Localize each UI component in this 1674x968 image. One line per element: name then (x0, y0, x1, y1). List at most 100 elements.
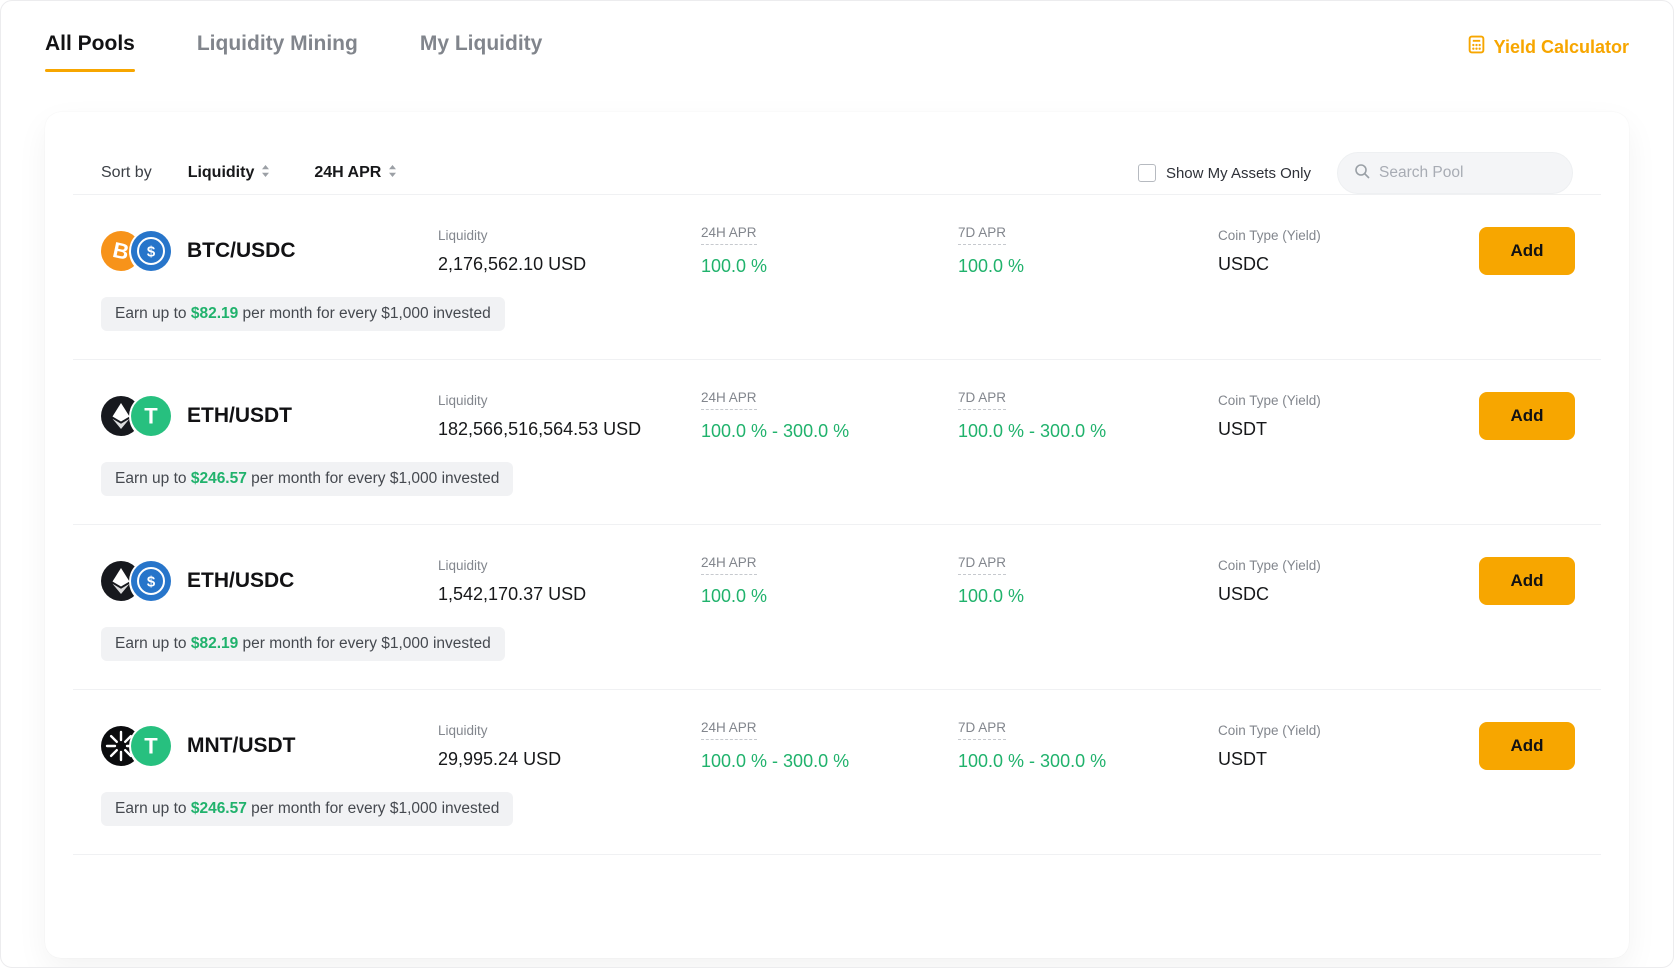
search-pool-box[interactable] (1337, 152, 1573, 194)
pool-row-eth-usdt: T ETH/USDT Liquidity 182,566,516,564.53 … (73, 360, 1601, 525)
svg-text:$: $ (147, 573, 156, 590)
earn-pill: Earn up to $246.57 per month for every $… (101, 462, 514, 496)
apr-24h-cell: 24H APR 100.0 % (701, 225, 958, 277)
coin-type-cell: Coin Type (Yield) USDT (1218, 393, 1479, 440)
liquidity-label: Liquidity (438, 557, 488, 573)
pool-row-mnt-usdt: T MNT/USDT Liquidity 29,995.24 USD 24H A… (73, 690, 1601, 855)
apr-24h-value: 100.0 % - 300.0 % (701, 751, 850, 771)
tabs: All Pools Liquidity Mining My Liquidity (45, 31, 604, 72)
tab-my-liquidity[interactable]: My Liquidity (420, 31, 543, 72)
tab-my-liquidity-label: My Liquidity (419, 32, 543, 55)
earn-pill: Earn up to $246.57 per month for every $… (101, 792, 514, 826)
earn-amount: $246.57 (190, 470, 247, 487)
svg-text:T: T (144, 733, 158, 758)
liquidity-cell: Liquidity 2,176,562.10 USD (438, 228, 701, 275)
earn-pill: Earn up to $82.19 per month for every $1… (101, 297, 505, 331)
tab-all-pools-label: All Pools (45, 32, 135, 55)
pool-pair: T MNT/USDT (101, 723, 438, 769)
usdc-icon: $ (129, 558, 173, 604)
usdt-icon: T (129, 723, 173, 769)
tabs-bar: All Pools Liquidity Mining My Liquidity … (1, 1, 1673, 72)
liquidity-value: 182,566,516,564.53 USD (438, 418, 642, 439)
coin-type-cell: Coin Type (Yield) USDT (1218, 723, 1479, 770)
coin-type-value: USDC (1218, 253, 1270, 274)
sort-option-liquidity[interactable]: Liquidity (188, 164, 271, 183)
apr-7d-cell: 7D APR 100.0 % - 300.0 % (958, 390, 1218, 442)
apr-24h-value: 100.0 % (701, 586, 768, 606)
right-controls: Show My Assets Only (1137, 152, 1573, 194)
svg-text:$: $ (147, 243, 156, 260)
liquidity-cell: Liquidity 1,542,170.37 USD (438, 558, 701, 605)
active-tab-underline (45, 69, 135, 72)
controls-row: Sort by Liquidity 24H APR Show My Assets… (73, 112, 1601, 194)
apr-24h-label: 24H APR (701, 390, 757, 410)
tab-all-pools[interactable]: All Pools (45, 31, 135, 72)
apr-7d-label: 7D APR (958, 720, 1007, 740)
add-button[interactable]: Add (1479, 227, 1575, 275)
tab-liquidity-mining-label: Liquidity Mining (196, 32, 358, 55)
show-my-assets-label: Show My Assets Only (1165, 164, 1311, 182)
tab-liquidity-mining[interactable]: Liquidity Mining (197, 31, 358, 72)
earn-amount: $82.19 (190, 305, 239, 322)
coin-icon-pair: T (101, 723, 173, 769)
apr-24h-cell: 24H APR 100.0 % (701, 555, 958, 607)
earn-amount: $246.57 (190, 800, 247, 817)
add-button[interactable]: Add (1479, 557, 1575, 605)
pool-row-btc-usdc: B $ BTC/USDC Liquidity 2,176,562.10 USD … (73, 195, 1601, 360)
svg-text:B: B (111, 237, 132, 265)
liquidity-label: Liquidity (438, 227, 488, 243)
add-button[interactable]: Add (1479, 722, 1575, 770)
apr-7d-cell: 7D APR 100.0 % (958, 225, 1218, 277)
earn-amount: $82.19 (190, 635, 239, 652)
coin-icon-pair: $ (101, 558, 173, 604)
apr-7d-cell: 7D APR 100.0 % - 300.0 % (958, 720, 1218, 772)
coin-type-label: Coin Type (Yield) (1218, 392, 1321, 408)
earn-pill: Earn up to $82.19 per month for every $1… (101, 627, 505, 661)
coin-type-label: Coin Type (Yield) (1218, 722, 1321, 738)
pool-row-eth-usdc: $ ETH/USDC Liquidity 1,542,170.37 USD 24… (73, 525, 1601, 690)
liquidity-cell: Liquidity 29,995.24 USD (438, 723, 701, 770)
coin-type-value: USDT (1218, 418, 1267, 439)
svg-text:T: T (144, 403, 158, 428)
add-button[interactable]: Add (1479, 392, 1575, 440)
show-my-assets-toggle[interactable]: Show My Assets Only (1137, 164, 1311, 182)
usdt-icon: T (129, 393, 173, 439)
apr-7d-value: 100.0 % - 300.0 % (958, 751, 1107, 771)
apr-7d-value: 100.0 % (958, 586, 1025, 606)
apr-7d-label: 7D APR (958, 225, 1007, 245)
calculator-icon (1467, 35, 1486, 59)
pools-card: Sort by Liquidity 24H APR Show My Assets… (45, 112, 1629, 958)
show-my-assets-checkbox[interactable] (1137, 164, 1156, 182)
apr-24h-value: 100.0 % - 300.0 % (701, 421, 850, 441)
apr-24h-cell: 24H APR 100.0 % - 300.0 % (701, 390, 958, 442)
coin-icon-pair: B $ (101, 228, 173, 274)
pool-pair: $ ETH/USDC (101, 558, 438, 604)
search-icon (1354, 163, 1370, 184)
yield-calculator-link[interactable]: Yield Calculator (1467, 35, 1629, 59)
apr-24h-label: 24H APR (701, 555, 757, 575)
apr-24h-value: 100.0 % (701, 256, 768, 276)
liquidity-cell: Liquidity 182,566,516,564.53 USD (438, 393, 701, 440)
liquidity-label: Liquidity (438, 722, 488, 738)
pool-pair: B $ BTC/USDC (101, 228, 438, 274)
apr-7d-label: 7D APR (958, 390, 1007, 410)
apr-24h-label: 24H APR (701, 720, 757, 740)
apr-7d-label: 7D APR (958, 555, 1007, 575)
apr-7d-cell: 7D APR 100.0 % (958, 555, 1218, 607)
apr-7d-value: 100.0 % (958, 256, 1025, 276)
coin-type-label: Coin Type (Yield) (1218, 227, 1321, 243)
sort-arrows-icon (261, 164, 270, 183)
coin-type-value: USDT (1218, 748, 1267, 769)
pair-name: BTC/USDC (187, 239, 296, 262)
usdc-icon: $ (129, 228, 173, 274)
coin-type-cell: Coin Type (Yield) USDC (1218, 558, 1479, 605)
sort-arrows-icon (388, 164, 397, 183)
coin-type-value: USDC (1218, 583, 1270, 604)
search-pool-input[interactable] (1379, 164, 1556, 182)
yield-calculator-label: Yield Calculator (1493, 36, 1629, 57)
liquidity-value: 1,542,170.37 USD (438, 583, 587, 604)
sort-option-24h-apr[interactable]: 24H APR (314, 164, 397, 183)
pair-name: MNT/USDT (187, 734, 296, 757)
pool-pair: T ETH/USDT (101, 393, 438, 439)
